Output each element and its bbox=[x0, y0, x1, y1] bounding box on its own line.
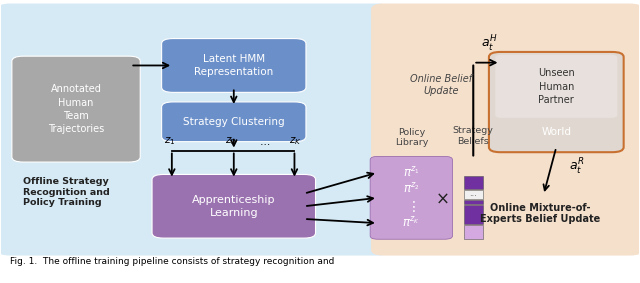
Text: $\times$: $\times$ bbox=[435, 190, 449, 207]
FancyBboxPatch shape bbox=[152, 174, 316, 238]
FancyBboxPatch shape bbox=[489, 52, 623, 152]
Text: $z_1$: $z_1$ bbox=[164, 135, 175, 147]
FancyBboxPatch shape bbox=[495, 55, 617, 118]
Text: $a_t^R$: $a_t^R$ bbox=[569, 157, 584, 177]
FancyBboxPatch shape bbox=[371, 3, 640, 256]
Bar bbox=[464, 175, 483, 189]
Text: $z_2$: $z_2$ bbox=[225, 135, 236, 147]
Text: $\pi^{z_2}$: $\pi^{z_2}$ bbox=[403, 182, 420, 196]
Text: $\ldots$: $\ldots$ bbox=[259, 137, 270, 147]
Text: $\pi^{z_1}$: $\pi^{z_1}$ bbox=[403, 166, 420, 179]
FancyBboxPatch shape bbox=[370, 156, 452, 239]
FancyBboxPatch shape bbox=[162, 38, 306, 92]
FancyBboxPatch shape bbox=[12, 56, 140, 162]
Text: Latent HMM
Representation: Latent HMM Representation bbox=[194, 54, 273, 77]
Text: Strategy Clustering: Strategy Clustering bbox=[183, 117, 285, 127]
Text: $a_t^H$: $a_t^H$ bbox=[481, 34, 497, 54]
Text: $\pi^{z_K}$: $\pi^{z_K}$ bbox=[403, 216, 420, 230]
Bar bbox=[464, 190, 483, 199]
Text: Offline Strategy
Recognition and
Policy Training: Offline Strategy Recognition and Policy … bbox=[23, 177, 110, 207]
Text: Policy
Library: Policy Library bbox=[395, 128, 428, 147]
Text: Online Mixture-of-
Experts Belief Update: Online Mixture-of- Experts Belief Update bbox=[480, 203, 600, 224]
Text: World: World bbox=[541, 127, 572, 137]
Text: Apprenticeship
Learning: Apprenticeship Learning bbox=[192, 195, 276, 218]
Text: ...: ... bbox=[469, 189, 477, 198]
Text: $\vdots$: $\vdots$ bbox=[406, 199, 416, 214]
Bar bbox=[464, 200, 483, 204]
Bar bbox=[464, 205, 483, 224]
Text: $z_K$: $z_K$ bbox=[289, 135, 302, 147]
Text: Online Belief
Update: Online Belief Update bbox=[410, 74, 472, 96]
Text: Strategy
Beliefs: Strategy Beliefs bbox=[453, 126, 493, 146]
FancyBboxPatch shape bbox=[162, 102, 306, 142]
Bar bbox=[464, 225, 483, 239]
Text: Unseen
Human
Partner: Unseen Human Partner bbox=[538, 68, 575, 105]
Text: Fig. 1.  The offline training pipeline consists of strategy recognition and: Fig. 1. The offline training pipeline co… bbox=[10, 257, 335, 266]
Text: Annotated
Human
Team
Trajectories: Annotated Human Team Trajectories bbox=[48, 84, 104, 134]
FancyBboxPatch shape bbox=[0, 3, 390, 256]
